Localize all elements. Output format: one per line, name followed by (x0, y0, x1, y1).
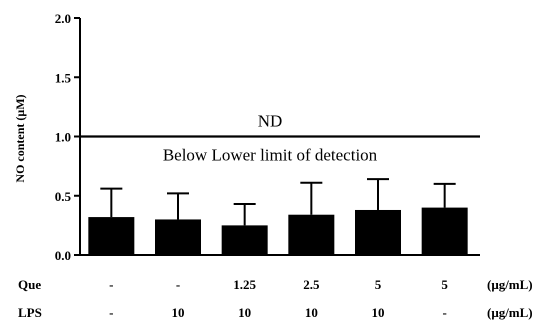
bar (221, 225, 268, 255)
condition-value: - (109, 277, 113, 292)
bar (88, 217, 135, 255)
y-axis-title: NO content (μM) (13, 94, 27, 182)
y-tick-label: 1.0 (55, 130, 71, 145)
condition-value: - (442, 305, 446, 320)
condition-value: 10 (172, 305, 185, 320)
condition-unit: (μg/mL) (487, 277, 533, 292)
condition-value: 5 (441, 277, 448, 292)
condition-value: - (176, 277, 180, 292)
reference-label-above: ND (258, 112, 283, 131)
condition-value: 10 (238, 305, 251, 320)
y-tick-label: 0.0 (55, 248, 71, 263)
condition-value: 10 (372, 305, 385, 320)
condition-name: LPS (18, 305, 42, 320)
reference-label-below: Below Lower limit of detection (163, 146, 378, 165)
y-tick-label: 1.5 (55, 70, 72, 85)
bar (355, 209, 401, 255)
y-tick-label: 2.0 (55, 11, 71, 26)
bar (155, 219, 201, 255)
bar (421, 207, 468, 255)
condition-name: Que (18, 277, 41, 292)
bar (288, 214, 335, 255)
condition-value: 10 (305, 305, 318, 320)
condition-value: - (109, 305, 113, 320)
condition-value: 2.5 (303, 277, 320, 292)
condition-value: 1.25 (233, 277, 256, 292)
condition-unit: (μg/mL) (487, 305, 533, 320)
condition-value: 5 (375, 277, 382, 292)
y-tick-label: 0.5 (55, 189, 72, 204)
